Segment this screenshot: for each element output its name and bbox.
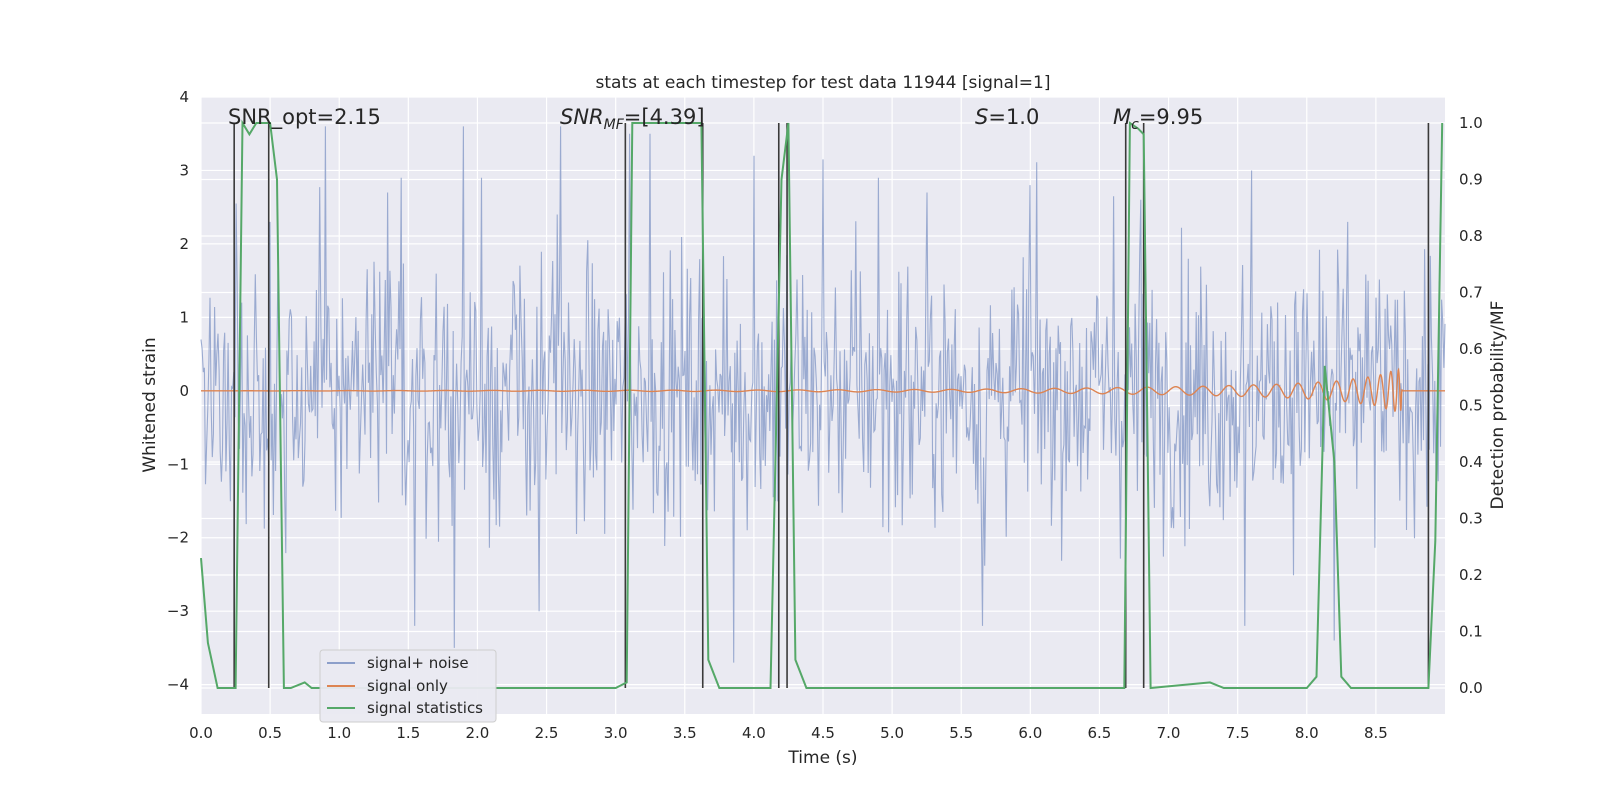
annotation-s: S=1.0 — [975, 105, 1039, 129]
x-tick-label: 0.5 — [258, 724, 282, 742]
x-tick-label: 2.0 — [466, 724, 490, 742]
x-tick-label: 7.5 — [1226, 724, 1250, 742]
legend-box — [319, 649, 497, 723]
x-tick-label: 4.0 — [742, 724, 766, 742]
y2-tick-label: 0.5 — [1459, 397, 1483, 415]
y2-tick-label: 0.9 — [1459, 170, 1483, 188]
signal-statistics-series — [200, 119, 1444, 690]
y-tick-label: −1 — [167, 455, 189, 473]
y-axis-label: Whitened strain — [140, 337, 160, 472]
y-tick-label: 4 — [179, 88, 189, 106]
y-tick-label: 0 — [179, 382, 189, 400]
x-tick-label: 5.5 — [949, 724, 973, 742]
y2-tick-labels: 1.0 0.9 0.8 0.7 0.6 0.5 0.4 0.3 0.2 0.1 0.0 — [1459, 114, 1483, 697]
y2-tick-label: 0.7 — [1459, 283, 1483, 301]
y2-tick-label: 0.8 — [1459, 227, 1483, 245]
legend-label-signal-statistics: signal statistics — [367, 699, 483, 717]
x-tick-label: 6.0 — [1018, 724, 1042, 742]
signal-only-series — [201, 367, 1445, 412]
noise-trace — [200, 126, 1446, 663]
x-tick-label: 7.0 — [1157, 724, 1181, 742]
y-tick-labels: 4 3 2 1 0 −1 −2 −3 −4 — [167, 88, 189, 694]
x-tick-labels: 0.0 0.5 1.0 1.5 2.0 2.5 3.0 3.5 4.0 4.5 5.0 5.5 6.0 6… — [189, 724, 1388, 742]
y2-tick-label: 0.3 — [1459, 510, 1483, 528]
legend: signal+ noise signal only signal statist… — [319, 649, 497, 723]
signal-only-trace — [201, 367, 1445, 412]
x-tick-label: 0.0 — [189, 724, 213, 742]
chart-title: stats at each timestep for test data 119… — [596, 73, 1051, 93]
y2-tick-label: 0.4 — [1459, 453, 1483, 471]
x-tick-label: 2.5 — [535, 724, 559, 742]
x-tick-label: 6.5 — [1088, 724, 1112, 742]
vertical-markers — [233, 122, 1430, 689]
y2-tick-label: 0.2 — [1459, 566, 1483, 584]
annotation-snr-mf: SNRMF=[4.39] — [560, 105, 705, 133]
y-tick-label: −3 — [167, 602, 189, 620]
x-tick-label: 4.5 — [811, 724, 835, 742]
y-tick-label: −4 — [167, 676, 189, 694]
legend-label-signal-noise: signal+ noise — [367, 654, 469, 672]
y-tick-label: 1 — [179, 308, 189, 326]
y2-tick-label: 0.0 — [1459, 679, 1483, 697]
x-tick-label: 8.5 — [1364, 724, 1388, 742]
x-tick-label: 5.0 — [880, 724, 904, 742]
legend-label-signal-only: signal only — [367, 677, 448, 695]
x-tick-label: 3.0 — [604, 724, 628, 742]
y-tick-label: 2 — [179, 235, 189, 253]
statistics-trace — [200, 119, 1444, 690]
x-axis-label: Time (s) — [787, 748, 857, 768]
y2-tick-label: 0.1 — [1459, 623, 1483, 641]
x-tick-label: 8.0 — [1295, 724, 1319, 742]
annotation-snr-opt: SNR_opt=2.15 — [228, 105, 381, 130]
y2-axis-label: Detection probability/MF — [1488, 301, 1508, 510]
x-tick-label: 3.5 — [673, 724, 697, 742]
y2-tick-label: 0.6 — [1459, 340, 1483, 358]
x-tick-label: 1.5 — [396, 724, 420, 742]
y2-tick-label: 1.0 — [1459, 114, 1483, 132]
noise-series — [200, 126, 1446, 663]
x-tick-label: 1.0 — [327, 724, 351, 742]
annotation-mc: Mc=9.95 — [1113, 105, 1203, 133]
y-tick-label: 3 — [179, 161, 189, 179]
y-tick-label: −2 — [167, 529, 189, 547]
